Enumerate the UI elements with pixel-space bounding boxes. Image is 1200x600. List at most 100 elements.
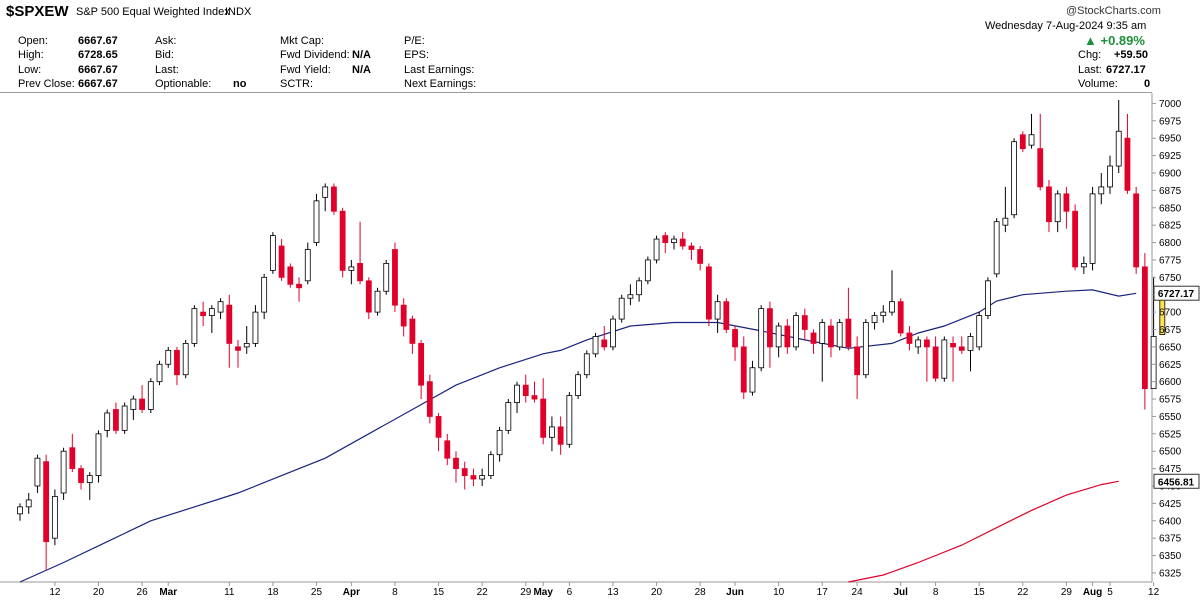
x-tick-label: Aug (1083, 587, 1102, 598)
candle-body (967, 336, 974, 351)
candle-body (1124, 137, 1131, 191)
candle-body (304, 249, 311, 282)
candle (967, 332, 974, 372)
candle (514, 381, 520, 413)
long-ma-price-tag: 6456.81 (1158, 477, 1195, 488)
candle-body (662, 235, 669, 243)
candle (409, 315, 416, 354)
candle-body (418, 343, 425, 386)
candle-body (479, 475, 486, 480)
candle (200, 301, 207, 327)
x-tick-label: May (533, 587, 553, 598)
candle-body (95, 433, 102, 476)
candle-body (714, 301, 721, 320)
candle (549, 416, 555, 452)
ma-short-line (19, 289, 1137, 583)
x-tick-label: Mar (159, 587, 177, 598)
ask-label: Ask: (155, 35, 177, 47)
y-tick-label: 6925 (1159, 151, 1182, 162)
y-tick-label: 6750 (1159, 273, 1182, 284)
x-tick-label: 12 (49, 587, 61, 598)
candle (269, 232, 276, 274)
y-tick-label: 6525 (1159, 429, 1182, 440)
candle (226, 294, 233, 368)
candle-body (1098, 186, 1105, 195)
y-tick-label: 6600 (1159, 377, 1182, 388)
candle-body (1072, 210, 1079, 268)
candle-body (156, 363, 163, 383)
x-tick-label: Apr (343, 587, 360, 598)
y-tick-label: 6350 (1159, 551, 1182, 562)
x-tick-label: 6 (567, 587, 573, 598)
candle-body (775, 325, 782, 348)
x-tick-label: 29 (520, 587, 532, 598)
candle-body (836, 322, 843, 348)
x-tick-label: 11 (224, 587, 235, 598)
candle-body (531, 395, 538, 400)
candle (43, 454, 50, 570)
candle-body (435, 416, 442, 438)
mkt-cap-label: Mkt Cap: (280, 35, 325, 47)
candle-body (697, 249, 704, 264)
candle-body (958, 346, 965, 351)
candle-body (828, 325, 834, 348)
x-tick-label: 28 (695, 587, 707, 598)
next-earnings-label: Next Earnings: (404, 78, 477, 90)
candle (958, 336, 965, 354)
ma-long-line (848, 480, 1119, 583)
candle-body (444, 440, 451, 459)
candle (697, 246, 704, 271)
y-tick-label: 6825 (1159, 221, 1182, 232)
candle (182, 339, 189, 379)
candle-body (339, 210, 346, 271)
candle-body (871, 315, 878, 323)
candle (191, 305, 198, 347)
candle (95, 430, 102, 483)
candle (392, 242, 398, 313)
last-price-label: Last: (1078, 64, 1102, 76)
candle (487, 451, 494, 480)
candle (566, 392, 573, 448)
candle-body (688, 245, 695, 250)
candle (653, 235, 660, 264)
candle-body (17, 506, 23, 515)
candle (322, 183, 329, 212)
candle (723, 298, 730, 333)
high-label: High: (18, 49, 44, 61)
candle-body (357, 263, 363, 282)
candle (51, 489, 58, 546)
candle-body (950, 343, 956, 348)
candle (557, 416, 564, 455)
candle (889, 270, 895, 316)
candle-body (313, 200, 320, 243)
candle (296, 277, 302, 302)
candle-body (985, 280, 991, 316)
candle (793, 312, 799, 351)
last-price-tag-box (1153, 285, 1200, 301)
candle-body (331, 186, 337, 212)
candle-body (976, 315, 983, 348)
candle (69, 433, 76, 473)
candle (749, 360, 756, 396)
candle-body (740, 346, 747, 393)
candle-body (1019, 134, 1026, 150)
candle (1063, 186, 1070, 229)
y-tick-label: 6950 (1159, 134, 1182, 145)
x-tick-label: 17 (817, 587, 829, 598)
candle-body (296, 283, 302, 289)
candle (976, 312, 983, 351)
x-tick-label: 20 (93, 587, 105, 598)
candle (304, 242, 311, 285)
candle (1054, 190, 1061, 233)
candle (357, 221, 363, 285)
y-tick-label: 6550 (1159, 412, 1182, 423)
candle (165, 346, 172, 368)
last-price-tag: 6727.17 (1158, 289, 1195, 300)
candle-body (147, 381, 154, 410)
candle-body (43, 461, 50, 543)
candle-body (610, 318, 616, 348)
candle (505, 399, 512, 434)
x-tick-label: Jul (893, 587, 908, 598)
candle (78, 465, 84, 490)
